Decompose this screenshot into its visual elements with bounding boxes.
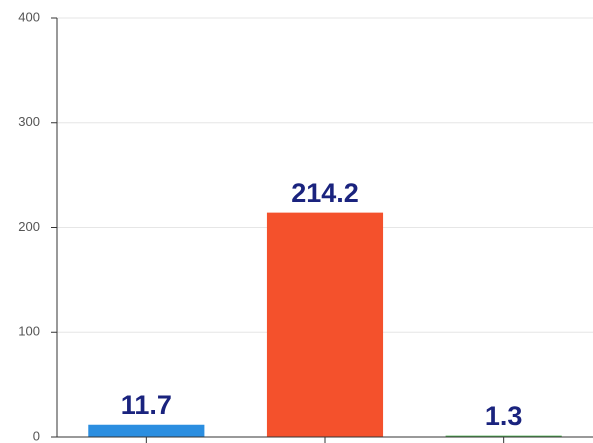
- bar: [266, 212, 384, 437]
- y-tick-label: 300: [18, 114, 40, 129]
- y-tick-label: 200: [18, 219, 40, 234]
- y-tick-label: 400: [18, 9, 40, 24]
- data-label: 1.3: [485, 401, 523, 431]
- bar: [88, 424, 205, 437]
- y-tick-label: 100: [18, 324, 40, 339]
- bar: [445, 435, 562, 437]
- data-label: 11.7: [121, 390, 172, 420]
- y-tick-label: 0: [33, 428, 40, 443]
- data-label: 214.2: [291, 178, 359, 208]
